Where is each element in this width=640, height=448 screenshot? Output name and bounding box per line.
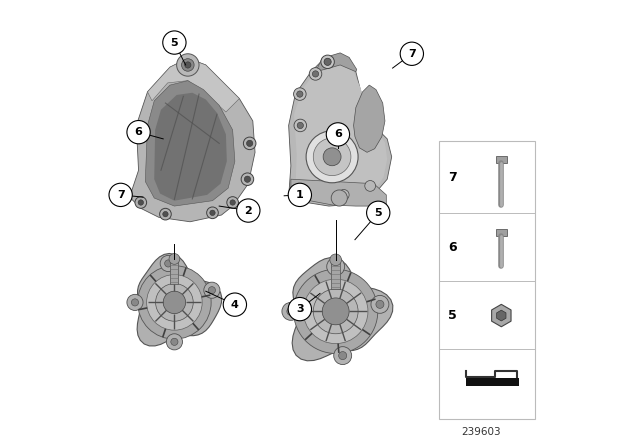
Polygon shape bbox=[292, 258, 393, 361]
Polygon shape bbox=[291, 179, 387, 206]
Circle shape bbox=[109, 183, 132, 207]
Circle shape bbox=[138, 266, 211, 339]
Circle shape bbox=[333, 347, 351, 365]
Circle shape bbox=[207, 207, 218, 219]
Circle shape bbox=[288, 183, 312, 207]
Circle shape bbox=[332, 263, 340, 271]
Circle shape bbox=[171, 338, 178, 345]
Circle shape bbox=[159, 208, 172, 220]
Circle shape bbox=[243, 137, 256, 150]
Circle shape bbox=[314, 138, 351, 176]
Bar bbox=[466, 378, 520, 386]
Polygon shape bbox=[289, 54, 392, 206]
Circle shape bbox=[294, 88, 306, 100]
Circle shape bbox=[227, 197, 239, 208]
Circle shape bbox=[376, 300, 384, 308]
Circle shape bbox=[230, 200, 236, 205]
Text: 3: 3 bbox=[296, 304, 303, 314]
Circle shape bbox=[321, 55, 334, 69]
Circle shape bbox=[323, 148, 341, 166]
Circle shape bbox=[246, 140, 253, 146]
Circle shape bbox=[244, 176, 251, 182]
Circle shape bbox=[182, 59, 194, 71]
Circle shape bbox=[237, 199, 260, 222]
Circle shape bbox=[314, 289, 358, 334]
Bar bbox=[496, 156, 507, 163]
Circle shape bbox=[282, 302, 300, 320]
Circle shape bbox=[177, 54, 199, 76]
Circle shape bbox=[204, 282, 220, 298]
Circle shape bbox=[156, 284, 193, 321]
Bar bbox=[496, 229, 507, 236]
Circle shape bbox=[127, 294, 143, 310]
Circle shape bbox=[163, 291, 186, 314]
Text: 7: 7 bbox=[408, 49, 416, 59]
Text: 2: 2 bbox=[244, 206, 252, 215]
Circle shape bbox=[169, 254, 180, 264]
Text: 6: 6 bbox=[448, 241, 456, 254]
Circle shape bbox=[294, 269, 378, 353]
Circle shape bbox=[326, 123, 349, 146]
Circle shape bbox=[208, 287, 216, 294]
Circle shape bbox=[135, 197, 147, 208]
Circle shape bbox=[288, 297, 312, 321]
Circle shape bbox=[367, 201, 390, 224]
Circle shape bbox=[160, 255, 176, 271]
FancyBboxPatch shape bbox=[439, 141, 535, 419]
Polygon shape bbox=[148, 58, 239, 112]
Text: 5: 5 bbox=[171, 38, 178, 47]
Circle shape bbox=[309, 68, 322, 80]
Circle shape bbox=[138, 200, 143, 205]
Circle shape bbox=[185, 62, 191, 68]
Circle shape bbox=[339, 352, 347, 360]
Polygon shape bbox=[145, 81, 235, 206]
Polygon shape bbox=[294, 59, 387, 202]
Circle shape bbox=[306, 131, 358, 183]
Text: 6: 6 bbox=[334, 129, 342, 139]
Text: 5: 5 bbox=[448, 309, 456, 322]
Polygon shape bbox=[353, 85, 385, 152]
Polygon shape bbox=[130, 58, 255, 222]
Text: 5: 5 bbox=[374, 208, 382, 218]
Circle shape bbox=[327, 258, 344, 276]
Circle shape bbox=[312, 71, 319, 77]
Circle shape bbox=[297, 91, 303, 97]
Bar bbox=[332, 260, 340, 289]
Circle shape bbox=[324, 58, 332, 65]
Circle shape bbox=[164, 260, 172, 267]
Circle shape bbox=[287, 307, 295, 315]
Text: 4: 4 bbox=[231, 300, 239, 310]
Circle shape bbox=[332, 190, 348, 206]
Text: 7: 7 bbox=[116, 190, 125, 200]
Circle shape bbox=[400, 42, 424, 65]
Circle shape bbox=[303, 279, 368, 344]
Text: 239603: 239603 bbox=[461, 427, 501, 437]
Polygon shape bbox=[137, 254, 222, 346]
Circle shape bbox=[241, 173, 253, 185]
Polygon shape bbox=[316, 53, 356, 72]
Circle shape bbox=[131, 299, 139, 306]
Circle shape bbox=[127, 121, 150, 144]
Text: 7: 7 bbox=[448, 171, 456, 184]
Circle shape bbox=[330, 254, 342, 266]
Bar bbox=[170, 259, 179, 284]
Circle shape bbox=[323, 298, 349, 325]
Polygon shape bbox=[492, 304, 511, 327]
Circle shape bbox=[210, 210, 215, 215]
Polygon shape bbox=[154, 93, 227, 201]
Circle shape bbox=[147, 275, 202, 330]
Circle shape bbox=[223, 293, 246, 316]
Text: 6: 6 bbox=[134, 127, 143, 137]
Circle shape bbox=[297, 122, 303, 129]
Circle shape bbox=[163, 211, 168, 217]
Circle shape bbox=[365, 181, 376, 191]
Circle shape bbox=[166, 334, 182, 350]
Circle shape bbox=[163, 31, 186, 54]
Polygon shape bbox=[497, 310, 506, 321]
Text: 1: 1 bbox=[296, 190, 304, 200]
Circle shape bbox=[371, 295, 389, 313]
Circle shape bbox=[339, 190, 349, 200]
Circle shape bbox=[294, 119, 307, 132]
